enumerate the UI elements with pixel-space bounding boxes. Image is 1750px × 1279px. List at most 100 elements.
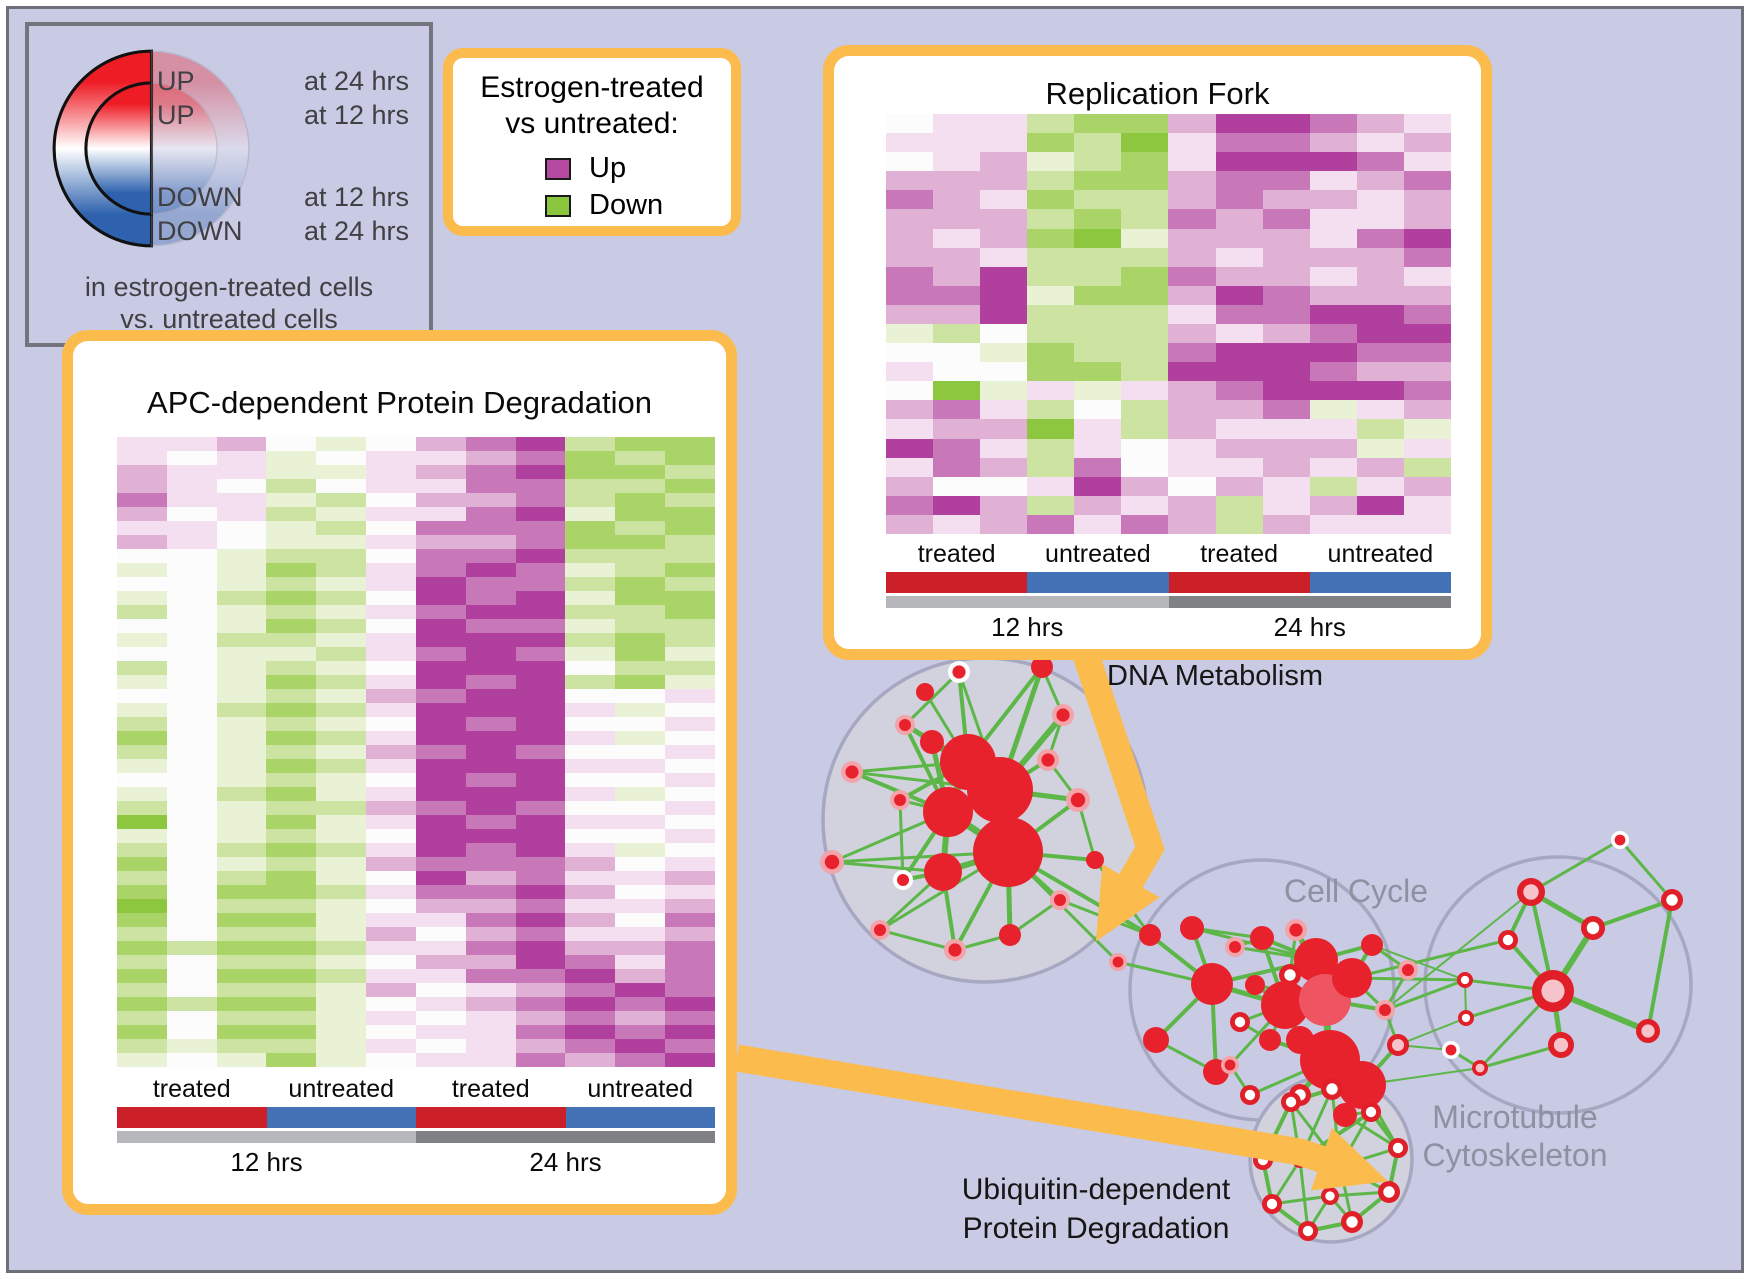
heatmap-cell <box>216 647 267 661</box>
heatmap-cell <box>980 209 1028 229</box>
heatmap-cell <box>166 1025 217 1039</box>
heatmap-cell <box>117 437 167 451</box>
heatmap-cell <box>1168 285 1216 305</box>
heatmap-cell <box>117 913 167 927</box>
heatmap-cell <box>1121 324 1169 344</box>
heatmap-cell <box>216 437 267 451</box>
heatmap-cell <box>515 605 566 619</box>
heatmap-cell <box>166 801 217 815</box>
heatmap-cell <box>1074 457 1122 477</box>
heatmap-cell <box>1262 171 1310 191</box>
heatmap-cell <box>1309 228 1357 248</box>
heatmap-cell <box>166 493 217 507</box>
heatmap-cell <box>117 647 167 661</box>
heatmap-cell <box>117 1053 167 1067</box>
heatmap-cell <box>266 633 317 647</box>
heatmap-cell <box>565 997 616 1011</box>
heatmap-cell <box>1074 190 1122 210</box>
heatmap-cell <box>216 1011 267 1025</box>
heatmap-cell <box>615 759 666 773</box>
heatmap-cell <box>465 675 516 689</box>
heatmap-cell <box>316 1025 367 1039</box>
heatmap-cell <box>117 703 167 717</box>
heatmap-cell <box>615 493 666 507</box>
heatmap-cell <box>1074 114 1122 134</box>
heatmap-cell <box>216 577 267 591</box>
heatmap-cell <box>1215 247 1263 267</box>
heatmap-cell <box>1027 114 1075 134</box>
heatmap-cell <box>515 885 566 899</box>
heatmap-cell <box>933 285 981 305</box>
heatmap-cell <box>166 507 217 521</box>
heatmap-cell <box>615 843 666 857</box>
heatmap-cell <box>615 591 666 605</box>
heatmap-cell <box>565 843 616 857</box>
heatmap-cell <box>565 983 616 997</box>
heatmap-cell <box>216 661 267 675</box>
heatmap-cell <box>1309 209 1357 229</box>
network-node-solid <box>1191 963 1233 1005</box>
time-bars <box>886 596 1451 608</box>
heatmap-cell <box>565 857 616 871</box>
heatmap-cell <box>216 507 267 521</box>
heatmap-cell <box>665 927 715 941</box>
heatmap-cell <box>117 941 167 955</box>
time-label: 12 hrs <box>230 1147 303 1177</box>
heatmap-cell <box>166 717 217 731</box>
heatmap-cell <box>886 514 934 534</box>
heatmap-cell <box>1309 514 1357 534</box>
heatmap-cell <box>665 1053 715 1067</box>
heatmap-cell <box>933 209 981 229</box>
heatmap-cell <box>515 591 566 605</box>
heatmap-cell <box>665 955 715 969</box>
heatmap-cell <box>1215 324 1263 344</box>
heatmap-cell <box>515 521 566 535</box>
network-edge <box>879 928 956 952</box>
heatmap-cell <box>565 829 616 843</box>
heatmap-cell <box>515 801 566 815</box>
heatmap-cell <box>1356 133 1404 153</box>
heatmap-cell <box>1168 419 1216 439</box>
heatmap-cell <box>166 969 217 983</box>
heatmap-cell <box>316 493 367 507</box>
heatmap-cell <box>515 703 566 717</box>
heatmap-cell <box>1215 495 1263 515</box>
heatmap-cell <box>1356 324 1404 344</box>
network-node-core <box>1666 894 1678 906</box>
heatmap-cell <box>565 731 616 745</box>
heatmap-cell <box>1215 114 1263 134</box>
heatmap-cell <box>515 843 566 857</box>
heatmap-cell <box>665 479 715 493</box>
heatmap-cell <box>980 228 1028 248</box>
heatmap-cell <box>886 362 934 382</box>
heatmap-cell <box>266 521 317 535</box>
heatmap-cell <box>933 114 981 134</box>
heatmap-cell <box>886 419 934 439</box>
heatmap-cell <box>980 514 1028 534</box>
network-node-core <box>1402 964 1414 976</box>
heatmap-cell <box>1168 324 1216 344</box>
heatmap-cell <box>117 633 167 647</box>
heatmap-cell <box>665 857 715 871</box>
treatment-bars <box>117 1107 715 1128</box>
heatmap-cell <box>1027 266 1075 286</box>
heatmap-cell <box>886 247 934 267</box>
heatmap-cell <box>933 419 981 439</box>
heatmap-cell <box>316 619 367 633</box>
heatmap-cell <box>665 1025 715 1039</box>
heatmap-cell <box>266 493 317 507</box>
heatmap-cell <box>1403 362 1451 382</box>
heatmap-cell <box>980 495 1028 515</box>
heatmap-cell <box>665 437 715 451</box>
heatmap-cell <box>415 577 466 591</box>
heatmap-cell <box>1403 133 1451 153</box>
heatmap-cell <box>465 605 516 619</box>
heatmap-cell <box>366 521 416 535</box>
heatmap-cell <box>565 703 616 717</box>
heatmap-cell <box>1027 438 1075 458</box>
heatmap-cell <box>316 1053 367 1067</box>
heatmap-cell <box>266 437 317 451</box>
heatmap-cell <box>886 476 934 496</box>
heatmap-cell <box>1027 152 1075 172</box>
network-node-solid <box>1031 656 1053 678</box>
